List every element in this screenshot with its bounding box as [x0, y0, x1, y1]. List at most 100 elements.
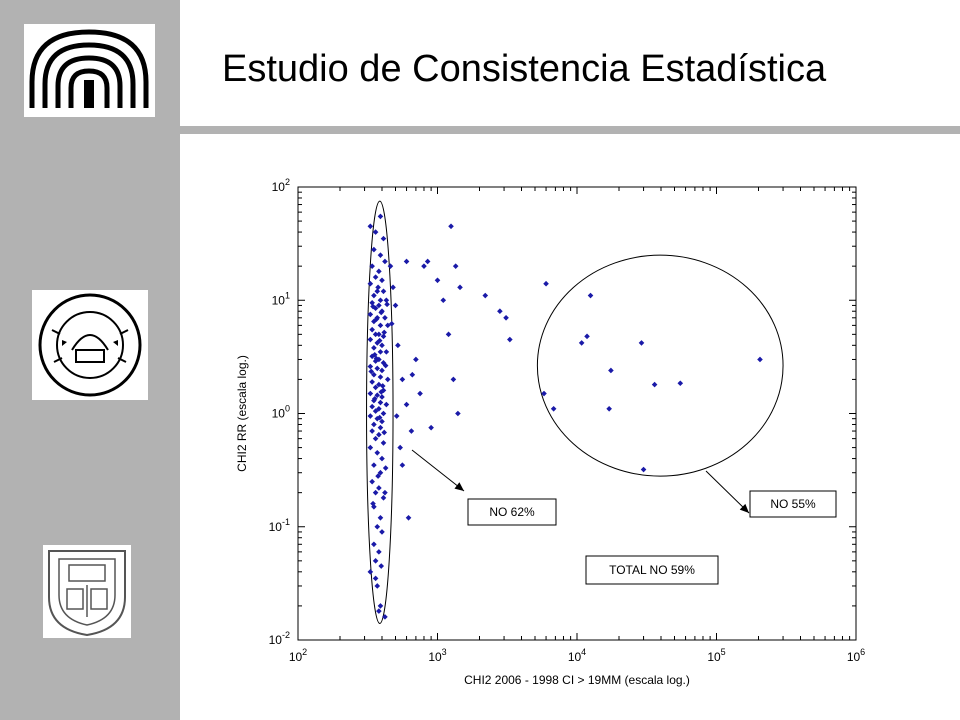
data-point: [369, 478, 375, 485]
arrowhead-right: [739, 503, 749, 513]
x-tick-label: 105: [707, 647, 725, 664]
data-point: [608, 367, 614, 374]
arrow-right: [705, 470, 750, 514]
data-point: [393, 413, 400, 419]
data-point: [367, 413, 374, 419]
data-point: [376, 608, 382, 614]
y-axis-label: CHI2 RR (escala log.): [235, 355, 249, 472]
data-point: [367, 311, 374, 318]
data-point: [371, 246, 377, 253]
data-point: [369, 403, 375, 410]
data-point: [380, 235, 387, 242]
data-point: [370, 303, 376, 310]
data-point: [497, 308, 503, 315]
data-point: [370, 500, 376, 507]
page-title: Estudio de Consistencia Estadística: [222, 48, 827, 90]
data-point: [372, 575, 379, 582]
data-point: [373, 316, 380, 323]
ucab-seal-icon: [43, 545, 131, 638]
annotation-text-right: NO 55%: [770, 497, 816, 511]
data-point: [379, 418, 385, 425]
data-point: [450, 376, 457, 383]
data-point: [399, 462, 406, 468]
dome-logo-graphic: [29, 29, 149, 108]
data-point: [379, 529, 385, 535]
data-point: [372, 229, 379, 235]
y-tick-label: 100: [272, 404, 290, 421]
ucv-seal-graphic: [38, 293, 142, 397]
data-point: [757, 356, 763, 363]
data-point: [377, 374, 384, 380]
data-point: [503, 314, 509, 321]
data-point: [376, 302, 382, 309]
data-point: [367, 280, 374, 287]
data-point: [369, 379, 375, 385]
data-point: [403, 258, 410, 265]
arrow-left: [411, 449, 465, 492]
data-point: [381, 329, 388, 336]
data-point: [372, 331, 379, 338]
data-point: [392, 302, 399, 309]
data-point: [379, 277, 385, 284]
data-point: [421, 263, 427, 269]
data-point: [382, 258, 388, 265]
data-point: [452, 263, 459, 269]
data-point: [380, 495, 387, 501]
data-point: [403, 401, 410, 408]
data-point: [413, 356, 419, 363]
data-point: [395, 342, 401, 349]
dome-logo-icon: [24, 24, 155, 117]
data-point: [376, 337, 383, 344]
data-point: [399, 376, 406, 383]
data-point: [379, 455, 385, 462]
data-point: [380, 387, 387, 394]
data-point: [377, 514, 384, 521]
data-point: [383, 401, 390, 408]
data-point: [367, 390, 374, 397]
data-point: [378, 389, 385, 395]
scatter-chart: 102 103 104 105 106 10-2 10-1 100 101 102 CHI2 20…: [230, 165, 870, 705]
y-tick-label: 101: [272, 290, 290, 307]
data-point: [377, 399, 384, 406]
data-point: [584, 333, 590, 340]
data-point: [372, 274, 379, 280]
x-tick-label: 102: [289, 647, 307, 664]
data-point: [379, 342, 385, 349]
data-point: [377, 252, 384, 258]
annotation-box-total: [585, 555, 719, 585]
data-point: [376, 268, 382, 275]
data-point: [376, 331, 382, 338]
data-point: [371, 421, 377, 428]
data-point: [376, 431, 382, 438]
data-point: [372, 489, 379, 496]
data-point: [374, 449, 381, 456]
data-point: [507, 336, 513, 343]
data-point: [367, 444, 374, 451]
data-point: [455, 410, 461, 417]
data-point: [371, 462, 377, 468]
data-point: [380, 288, 387, 295]
y-tick-label: 102: [272, 177, 290, 194]
data-point: [372, 435, 379, 442]
data-point: [371, 292, 377, 299]
data-point: [428, 424, 434, 431]
data-point: [387, 263, 394, 269]
data-point: [550, 406, 557, 412]
title-divider: [180, 126, 960, 134]
data-point: [367, 223, 374, 230]
data-point: [374, 340, 381, 346]
x-tick-label: 103: [428, 647, 446, 664]
data-point: [371, 504, 377, 510]
cluster-ellipses: [366, 200, 784, 624]
data-points: [367, 213, 763, 620]
ucv-seal-icon: [32, 290, 148, 400]
data-point: [384, 301, 390, 308]
data-point: [377, 297, 384, 304]
ucab-seal-graphic: [48, 550, 126, 637]
data-point: [383, 297, 390, 304]
data-point: [372, 408, 379, 414]
data-point: [587, 292, 594, 299]
data-point: [371, 371, 377, 378]
data-point: [376, 414, 383, 421]
arrowhead-left: [454, 482, 464, 491]
